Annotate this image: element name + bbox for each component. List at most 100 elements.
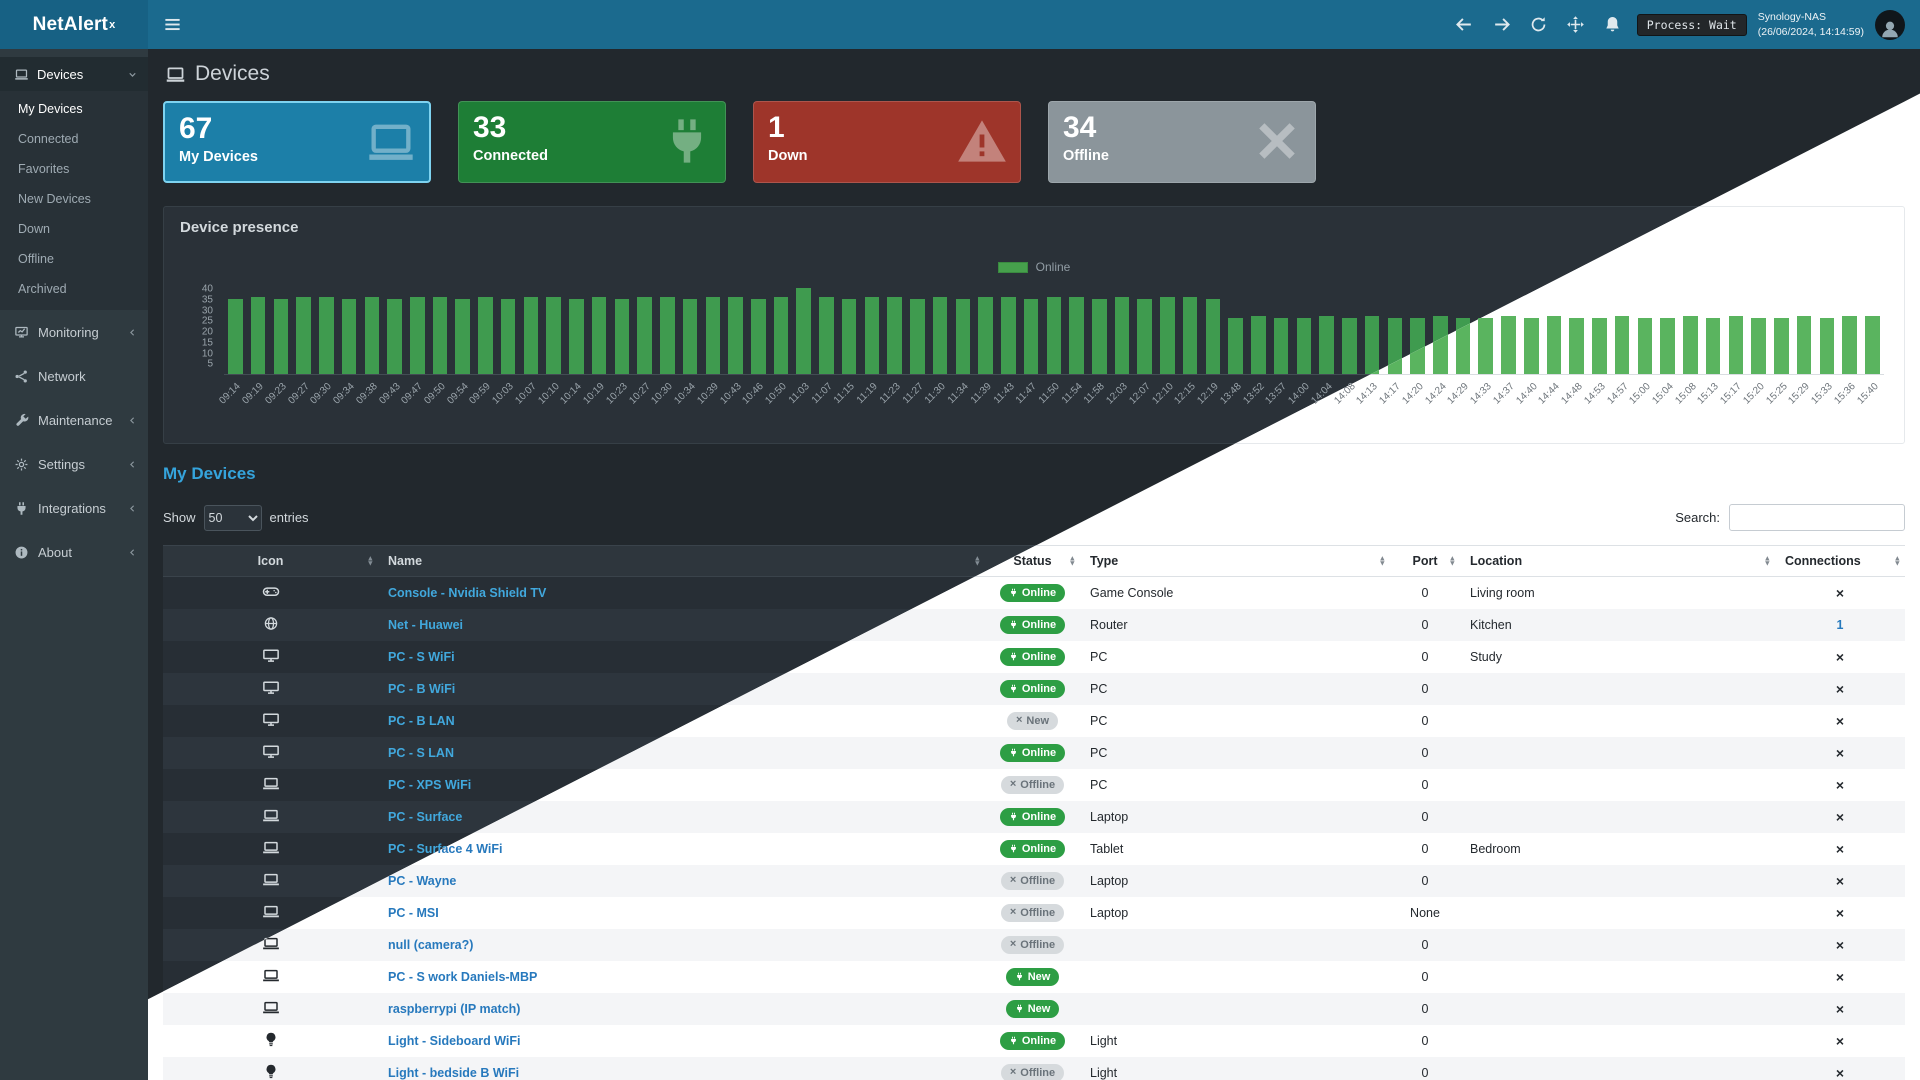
- user-avatar[interactable]: [1875, 9, 1905, 40]
- device-name-link[interactable]: PC - Surface: [388, 809, 463, 824]
- sort-icon[interactable]: ▲▼: [1378, 553, 1386, 568]
- location-cell: [1460, 736, 1775, 769]
- chart-legend[interactable]: Online: [164, 260, 1904, 274]
- device-name-link[interactable]: PC - Wayne: [388, 873, 457, 888]
- sort-icon[interactable]: ▲▼: [1068, 553, 1076, 568]
- device-name-link[interactable]: PC - S WiFi: [388, 649, 455, 664]
- status-badge: ×Offline: [1000, 871, 1065, 890]
- device-name-link[interactable]: PC - B LAN: [388, 713, 455, 728]
- hamburger-menu-button[interactable]: [159, 12, 185, 38]
- device-name-link[interactable]: Net - Huawei: [388, 617, 464, 632]
- connections-link[interactable]: 1: [1836, 617, 1844, 632]
- device-name-link[interactable]: Light - Sideboard WiFi: [388, 1033, 521, 1048]
- device-name-link[interactable]: PC - S LAN: [388, 745, 454, 760]
- laptop-icon: [14, 67, 29, 82]
- page-size-select[interactable]: 50: [203, 504, 262, 531]
- status-text: Online: [1021, 650, 1057, 663]
- chart-bar: [455, 298, 470, 374]
- sort-icon[interactable]: ▲▼: [1893, 553, 1901, 568]
- forward-arrow-button[interactable]: [1489, 12, 1515, 38]
- location-cell: [1460, 864, 1775, 897]
- search-input[interactable]: [1729, 504, 1905, 531]
- sort-icon[interactable]: ▲▼: [1763, 553, 1771, 568]
- sort-icon[interactable]: ▲▼: [1448, 553, 1456, 568]
- card-label: Offline: [1063, 147, 1109, 164]
- device-name-link[interactable]: PC - XPS WiFi: [388, 777, 472, 792]
- sort-icon[interactable]: ▲▼: [366, 553, 374, 568]
- laptop-icon: [262, 776, 280, 791]
- port-cell: 0: [1390, 704, 1460, 737]
- column-header-port[interactable]: Port ▲▼: [1390, 545, 1460, 577]
- device-name-link[interactable]: raspberrypi (IP match): [388, 1001, 521, 1016]
- y-tick-label: 15: [201, 337, 213, 349]
- card-offline[interactable]: 34 Offline: [1048, 101, 1316, 183]
- port-cell: 0: [1390, 928, 1460, 961]
- notifications-bell-button[interactable]: [1600, 12, 1626, 38]
- device-row: PC - S work Daniels-MBP New 0 ×: [163, 960, 1905, 993]
- device-name-link[interactable]: null (camera?): [388, 937, 474, 952]
- sidebar-item-archived[interactable]: Archived: [18, 282, 67, 296]
- no-connection-icon: ×: [1835, 1000, 1845, 1017]
- location-cell: [1460, 896, 1775, 929]
- sidebar-item-offline[interactable]: Offline: [18, 252, 54, 266]
- back-arrow-button[interactable]: [1452, 12, 1478, 38]
- port-cell: 0: [1390, 640, 1460, 673]
- column-header-name[interactable]: Name ▲▼: [378, 545, 985, 577]
- device-name-link[interactable]: Console - Nvidia Shield TV: [388, 585, 547, 600]
- sidebar-item-new-devices[interactable]: New Devices: [18, 192, 91, 206]
- status-badge: Online: [999, 743, 1066, 762]
- sidebar-item-maintenance[interactable]: Maintenance: [0, 398, 148, 442]
- column-header-type[interactable]: Type ▲▼: [1080, 545, 1390, 577]
- no-connection-icon: ×: [1835, 840, 1845, 857]
- column-header-location[interactable]: Location ▲▼: [1460, 545, 1775, 577]
- y-tick-label: 35: [201, 294, 213, 306]
- y-tick-label: 20: [201, 326, 213, 338]
- sidebar-item-favorites[interactable]: Favorites: [18, 162, 70, 176]
- sidebar-item-down[interactable]: Down: [18, 222, 50, 236]
- chart-bar: [1523, 318, 1539, 374]
- column-header-connections[interactable]: Connections ▲▼: [1775, 545, 1905, 577]
- column-header-icon[interactable]: Icon ▲▼: [163, 545, 378, 577]
- desktop-icon: [262, 712, 280, 727]
- wrench-icon: [14, 413, 29, 428]
- chart-bar: [796, 288, 811, 374]
- card-down[interactable]: 1 Down: [753, 101, 1021, 183]
- card-my-devices[interactable]: 67 My Devices: [163, 101, 431, 183]
- sidebar-item-about[interactable]: About: [0, 530, 148, 574]
- sidebar-item-monitoring[interactable]: Monitoring: [0, 310, 148, 354]
- device-name-link[interactable]: PC - S work Daniels-MBP: [388, 969, 538, 984]
- move-button[interactable]: [1563, 12, 1589, 38]
- status-badge: Online: [999, 1031, 1066, 1050]
- no-connection-icon: ×: [1835, 904, 1845, 921]
- desktop-icon: [262, 648, 280, 663]
- sidebar-item-integrations[interactable]: Integrations: [0, 486, 148, 530]
- brand-logo[interactable]: NetAlert x: [0, 0, 148, 49]
- gamepad-icon: [262, 584, 280, 599]
- card-connected[interactable]: 33 Connected: [458, 101, 726, 183]
- sidebar-item-settings[interactable]: Settings: [0, 442, 148, 486]
- device-name-link[interactable]: PC - B WiFi: [388, 681, 456, 696]
- refresh-button[interactable]: [1526, 12, 1552, 38]
- port-cell: 0: [1390, 608, 1460, 641]
- chart-bar: [660, 296, 675, 374]
- type-cell: PC: [1080, 704, 1390, 737]
- sidebar-item-devices[interactable]: Devices: [0, 57, 148, 91]
- chart-bar: [1705, 318, 1721, 374]
- device-name-link[interactable]: PC - MSI: [388, 905, 439, 920]
- sort-icon[interactable]: ▲▼: [973, 553, 981, 568]
- y-tick-label: 25: [201, 315, 213, 327]
- chevron-left-icon: [127, 327, 138, 338]
- location-cell: [1460, 672, 1775, 705]
- status-badge: ×New: [1006, 711, 1059, 730]
- type-cell: [1080, 928, 1390, 961]
- sidebar-item-my-devices[interactable]: My Devices: [18, 102, 83, 116]
- sidebar-item-connected[interactable]: Connected: [18, 132, 79, 146]
- info-icon: [14, 545, 29, 560]
- device-name-link[interactable]: Light - bedside B WiFi: [388, 1065, 520, 1080]
- sidebar-item-network[interactable]: Network: [0, 354, 148, 398]
- status-text: Online: [1021, 1034, 1057, 1047]
- location-cell: Living room: [1460, 576, 1775, 609]
- status-text: Online: [1021, 618, 1057, 631]
